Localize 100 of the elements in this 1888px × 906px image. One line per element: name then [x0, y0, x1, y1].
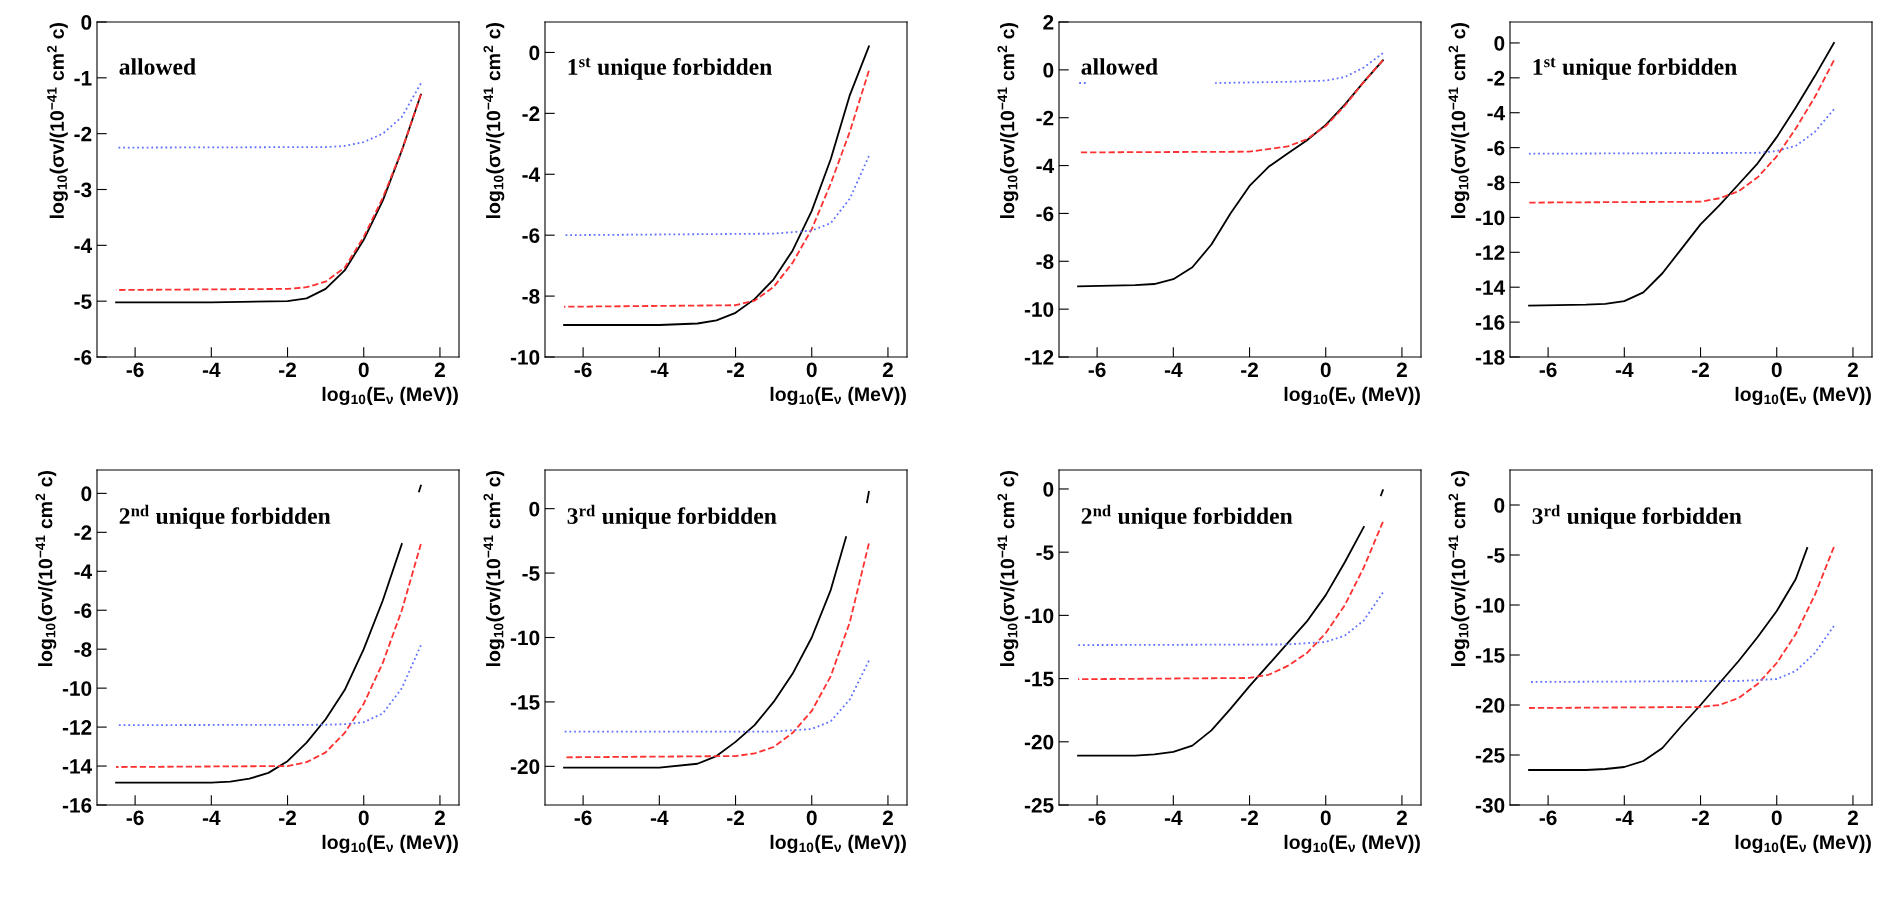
x-tick-label: 0 [358, 810, 369, 826]
x-axis-title: log$_{10}$(E$_{ν}$ (MeV)) [1284, 834, 1420, 854]
x-tick-label: 0 [1771, 810, 1782, 826]
y-tick-label: -2 [1487, 70, 1505, 86]
y-tick-label: -5 [1487, 548, 1505, 563]
y-tick-label: 0 [1043, 62, 1054, 78]
x-tick-label: -2 [727, 362, 744, 377]
y-tick-label: -2 [74, 126, 92, 142]
annotation: 2$^{nd}$ unique forbidden [119, 504, 331, 529]
y-tick-label: -10 [1024, 608, 1054, 624]
x-tick-label: -2 [1692, 362, 1709, 377]
y-tick-label: -2 [522, 106, 540, 121]
y-axis-title: log$_{10}$(σv/(10$^{−41}$ cm$^{2}$ c) [35, 471, 57, 666]
annotation: 1$^{st}$ unique forbidden [568, 57, 772, 80]
x-axis-title: log$_{10}$(E$_{ν}$ (MeV)) [1284, 386, 1420, 406]
y-tick-label: -14 [1475, 280, 1506, 295]
y-tick-label: -15 [1475, 648, 1505, 663]
x-tick-label: 0 [1320, 810, 1331, 826]
x-tick-label: -6 [1539, 362, 1557, 378]
y-tick-label: -4 [74, 238, 93, 253]
y-tick-label: -6 [1036, 206, 1054, 222]
x-tick-label: 2 [1847, 810, 1858, 825]
y-tick-label: 0 [81, 486, 92, 502]
y-axis-title: log$_{10}$(σv/(10$^{−41}$ cm$^{2}$ c) [1448, 471, 1470, 666]
y-axis-title: log$_{10}$(σv/(10$^{−41}$ cm$^{2}$ c) [47, 23, 68, 218]
y-tick-label: -10 [1475, 598, 1505, 613]
x-axis-title: log$_{10}$(E$_{ν}$ (MeV)) [1735, 386, 1871, 406]
x-axis-title: log$_{10}$(E$_{ν}$ (MeV)) [1735, 834, 1871, 854]
y-tick-label: -4 [522, 167, 541, 182]
y-tick-label: -20 [1475, 698, 1505, 713]
x-tick-label: -4 [650, 810, 669, 825]
y-tick-label: -2 [1036, 110, 1054, 126]
y-tick-label: -6 [522, 228, 540, 243]
x-tick-label: -4 [202, 362, 221, 377]
y-tick-label: -10 [62, 681, 92, 696]
x-tick-label: 2 [434, 362, 445, 377]
x-tick-label: 2 [1847, 362, 1858, 377]
y-tick-label: -8 [1487, 175, 1505, 191]
x-tick-label: -4 [1164, 810, 1183, 825]
x-tick-label: 2 [1396, 362, 1407, 377]
x-tick-label: 0 [806, 810, 817, 826]
x-tick-label: -4 [202, 810, 221, 825]
y-tick-label: -16 [62, 798, 92, 813]
y-tick-label: -5 [74, 294, 92, 309]
y-tick-label: -5 [1036, 545, 1054, 560]
y-tick-label: -16 [1475, 315, 1505, 330]
x-tick-label: -2 [1241, 362, 1258, 377]
x-tick-label: 2 [882, 810, 893, 825]
x-tick-label: -2 [279, 362, 296, 377]
x-tick-label: -6 [1088, 362, 1106, 378]
y-tick-label: -1 [74, 71, 92, 86]
y-tick-label: -4 [1036, 158, 1055, 174]
y-tick-label: -8 [522, 289, 540, 304]
y-axis-title: log$_{10}$(σv/(10$^{−41}$ cm$^{2}$ c) [483, 471, 505, 666]
x-tick-label: -6 [574, 362, 592, 378]
y-tick-label: -18 [1475, 350, 1505, 365]
x-tick-label: -6 [126, 810, 144, 826]
x-tick-label: 0 [358, 362, 369, 378]
y-tick-label: -8 [74, 642, 92, 657]
y-tick-label: 0 [529, 45, 540, 61]
y-tick-label: -10 [510, 630, 540, 646]
x-tick-label: -6 [574, 810, 592, 826]
x-tick-label: -2 [1241, 810, 1258, 825]
annotation: 1$^{st}$ unique forbidden [1533, 57, 1737, 80]
x-tick-label: -4 [1164, 362, 1183, 377]
x-tick-label: -4 [1615, 810, 1634, 825]
y-tick-label: -12 [1024, 350, 1054, 365]
x-tick-label: 2 [882, 362, 893, 377]
y-tick-label: -25 [1024, 798, 1054, 813]
x-axis-title: log$_{10}$(E$_{ν}$ (MeV)) [322, 834, 458, 854]
y-tick-label: 0 [81, 15, 92, 30]
y-axis-title: log$_{10}$(σv/(10$^{−41}$ cm$^{2}$ c) [483, 23, 505, 218]
x-tick-label: -2 [279, 810, 296, 825]
y-tick-label: 0 [1494, 35, 1505, 51]
y-tick-label: -5 [522, 566, 540, 581]
y-tick-label: -4 [74, 564, 93, 579]
x-tick-label: 2 [434, 810, 445, 825]
y-tick-label: -10 [1475, 210, 1505, 226]
y-tick-label: -3 [74, 182, 92, 198]
y-axis-title: log$_{10}$(σv/(10$^{−41}$ cm$^{2}$ c) [1448, 23, 1470, 218]
annotation: 2$^{nd}$ unique forbidden [1081, 504, 1293, 529]
x-axis-title: log$_{10}$(E$_{ν}$ (MeV)) [770, 834, 906, 854]
y-tick-label: -2 [74, 525, 92, 540]
y-tick-label: -6 [74, 603, 92, 618]
x-tick-label: -4 [650, 362, 669, 377]
y-axis-title: log$_{10}$(σv/(10$^{−41}$ cm$^{2}$ c) [997, 471, 1019, 666]
x-tick-label: -4 [1615, 362, 1634, 377]
x-tick-label: 2 [1396, 810, 1407, 825]
y-tick-label: 0 [529, 501, 540, 517]
y-tick-label: 2 [1043, 15, 1054, 30]
y-tick-label: 0 [1494, 498, 1505, 513]
x-tick-label: -6 [126, 362, 144, 378]
y-tick-label: -14 [62, 759, 93, 774]
annotation: 3$^{rd}$ unique forbidden [567, 504, 777, 529]
annotation: allowed [1081, 58, 1158, 75]
y-tick-label: -8 [1036, 254, 1054, 270]
y-tick-label: -12 [1475, 245, 1505, 260]
y-tick-label: -20 [510, 759, 540, 775]
x-tick-label: 0 [806, 362, 817, 378]
x-tick-label: 0 [1771, 362, 1782, 378]
